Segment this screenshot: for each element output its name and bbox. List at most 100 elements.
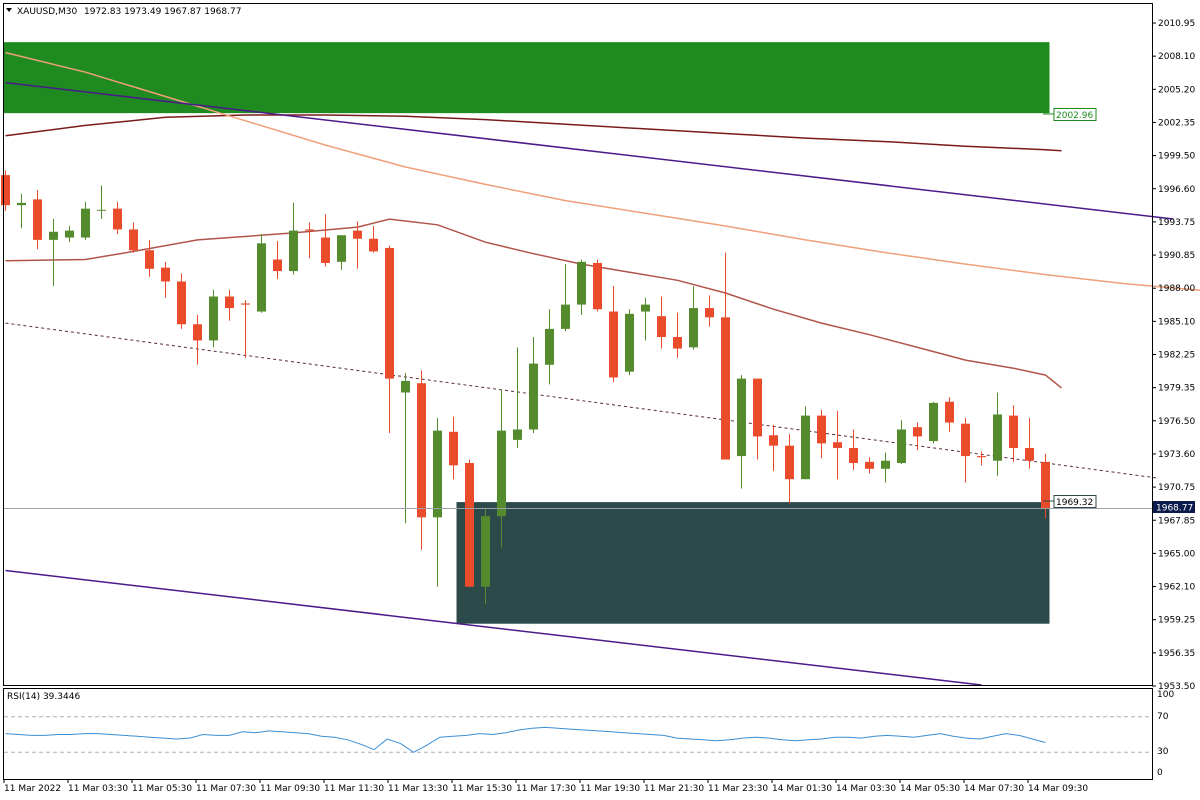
candle-body bbox=[273, 259, 282, 272]
x-axis-label: 11 Mar 2022 bbox=[4, 784, 61, 794]
candle bbox=[561, 264, 570, 332]
candle bbox=[705, 295, 714, 327]
x-axis-label: 11 Mar 11:30 bbox=[324, 784, 384, 794]
candle-body bbox=[49, 231, 58, 240]
candle-body bbox=[705, 308, 714, 318]
candle bbox=[385, 245, 394, 433]
candle-body bbox=[417, 383, 426, 518]
candle-body bbox=[961, 423, 970, 457]
candle bbox=[897, 420, 906, 465]
candle-body bbox=[881, 460, 890, 469]
candle-body bbox=[785, 445, 794, 480]
candle-body bbox=[673, 336, 682, 349]
candle-body bbox=[177, 281, 186, 325]
candle-body bbox=[625, 313, 634, 372]
y-axis-label: 1996.60 bbox=[1158, 185, 1195, 195]
candle bbox=[465, 459, 474, 587]
candle-body bbox=[721, 317, 730, 460]
y-axis-label: 1999.50 bbox=[1158, 152, 1195, 162]
candle-body bbox=[369, 238, 378, 252]
moving-average-dark-red bbox=[5, 114, 1062, 152]
lower-zone-price-tag: 1969.32 bbox=[1056, 498, 1093, 508]
candle bbox=[401, 372, 410, 524]
candle-body bbox=[689, 308, 698, 348]
y-axis-label: 1993.75 bbox=[1158, 218, 1195, 228]
candle-body bbox=[609, 311, 618, 378]
candle bbox=[913, 422, 922, 451]
candle-body bbox=[753, 378, 762, 437]
candle-body bbox=[257, 243, 266, 312]
candle-body bbox=[481, 516, 490, 587]
candle bbox=[145, 239, 154, 277]
rsi-tick-70: 70 bbox=[1157, 712, 1169, 722]
candle-body bbox=[865, 461, 874, 469]
candle bbox=[609, 286, 618, 383]
candle-body bbox=[225, 296, 234, 309]
current-price-tag: 1968.77 bbox=[1156, 504, 1193, 514]
candle bbox=[417, 370, 426, 550]
candle-body bbox=[465, 463, 474, 587]
candle bbox=[785, 434, 794, 504]
candle bbox=[1, 170, 10, 211]
candle-body bbox=[1025, 447, 1034, 461]
candle bbox=[209, 289, 218, 348]
candle bbox=[305, 222, 314, 259]
candle bbox=[769, 424, 778, 472]
x-axis-label: 11 Mar 15:30 bbox=[452, 784, 512, 794]
candle-body bbox=[81, 208, 90, 238]
candle bbox=[673, 312, 682, 358]
candle bbox=[817, 409, 826, 459]
candle-body bbox=[161, 267, 170, 282]
candle bbox=[81, 201, 90, 240]
candle bbox=[977, 451, 986, 466]
y-axis-label: 1988.00 bbox=[1158, 284, 1195, 294]
candle bbox=[929, 401, 938, 444]
rsi-tick-30: 30 bbox=[1157, 747, 1169, 757]
candle bbox=[945, 397, 954, 432]
candle-body bbox=[801, 415, 810, 480]
y-axis-label: 1973.60 bbox=[1158, 450, 1195, 460]
candle-body bbox=[497, 430, 506, 517]
candle-body bbox=[129, 229, 138, 251]
y-axis-label: 1959.25 bbox=[1158, 616, 1195, 626]
symbol-dropdown-icon[interactable] bbox=[6, 8, 12, 12]
candle bbox=[577, 259, 586, 316]
candle bbox=[801, 406, 810, 480]
candle bbox=[993, 392, 1002, 476]
y-axis-label: 1985.10 bbox=[1158, 317, 1195, 327]
candle-body bbox=[241, 303, 250, 305]
candle-body bbox=[737, 378, 746, 457]
x-axis-label: 11 Mar 19:30 bbox=[580, 784, 640, 794]
y-axis-label: 1962.10 bbox=[1158, 583, 1195, 593]
moving-average-red bbox=[5, 218, 1062, 389]
lower-zone-tag-box bbox=[1053, 495, 1097, 508]
candle bbox=[353, 221, 362, 269]
x-axis-label: 14 Mar 09:30 bbox=[1028, 784, 1088, 794]
candle-body bbox=[209, 296, 218, 341]
x-axis-label: 11 Mar 13:30 bbox=[388, 784, 448, 794]
candle-body bbox=[641, 304, 650, 312]
candle bbox=[1009, 405, 1018, 462]
candle-body bbox=[897, 429, 906, 464]
x-axis-label: 14 Mar 03:30 bbox=[836, 784, 896, 794]
rsi-pane-frame bbox=[3, 688, 1153, 780]
symbol-label: XAUUSD,M30 bbox=[17, 7, 77, 17]
x-axis-label: 11 Mar 03:30 bbox=[68, 784, 128, 794]
candle bbox=[1025, 417, 1034, 469]
candle bbox=[129, 222, 138, 253]
candle bbox=[545, 309, 554, 385]
y-axis-label: 2005.20 bbox=[1158, 85, 1195, 95]
candle-body bbox=[929, 402, 938, 442]
candle-body bbox=[577, 261, 586, 305]
candle bbox=[641, 297, 650, 341]
channel-lower-line bbox=[5, 569, 982, 686]
candle bbox=[33, 190, 42, 250]
candle bbox=[97, 185, 106, 220]
candle bbox=[449, 416, 458, 480]
candle-body bbox=[977, 456, 986, 458]
candle bbox=[17, 193, 26, 229]
candle-body bbox=[561, 304, 570, 329]
candle-body bbox=[193, 324, 202, 341]
candle bbox=[49, 219, 58, 287]
